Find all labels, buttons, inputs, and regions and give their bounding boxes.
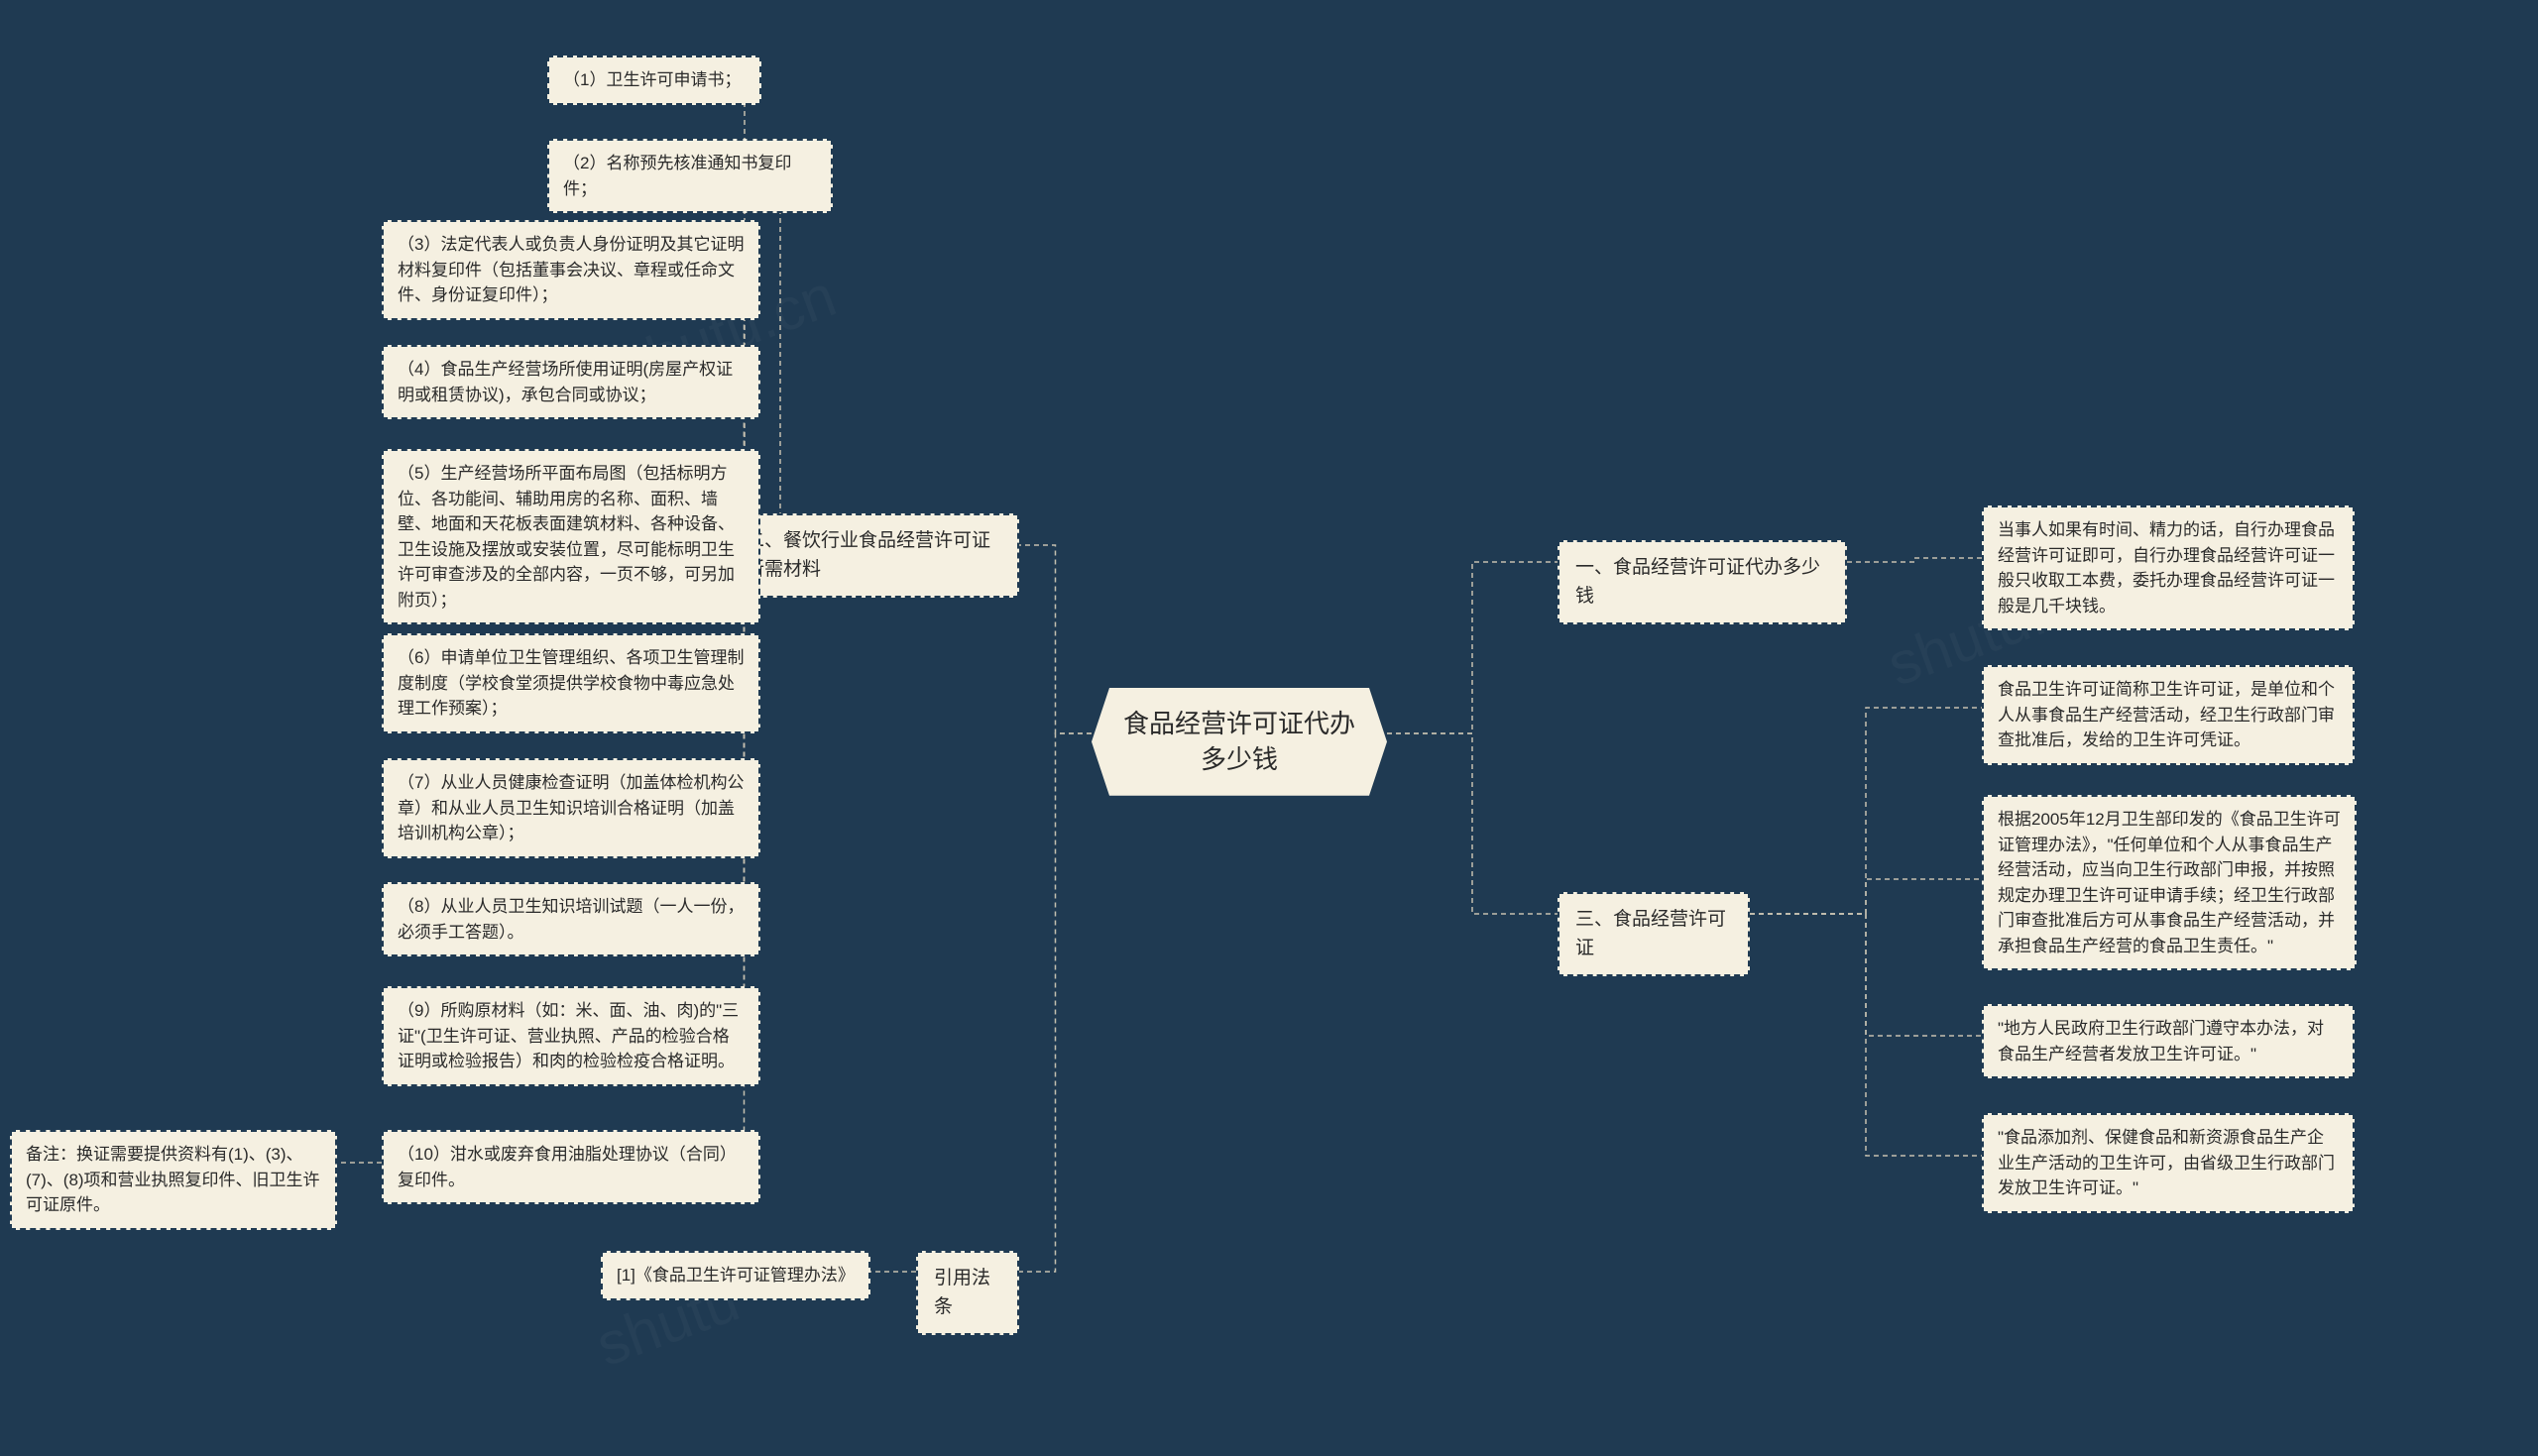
leaf-node: [1]《食品卫生许可证管理办法》 <box>601 1251 870 1300</box>
branch-node: 三、食品经营许可证 <box>1557 892 1750 976</box>
leaf-node: （7）从业人员健康检查证明（加盖体检机构公章）和从业人员卫生知识培训合格证明（加… <box>382 758 760 858</box>
leaf-node: 食品卫生许可证简称卫生许可证，是单位和个人从事食品生产经营活动，经卫生行政部门审… <box>1982 665 2355 765</box>
leaf-node: （1）卫生许可申请书； <box>547 56 761 105</box>
root-node: 食品经营许可证代办多少钱 <box>1092 688 1387 796</box>
branch-node: 二、餐饮行业食品经营许可证所需材料 <box>728 513 1019 598</box>
leaf-node: 备注：换证需要提供资料有(1)、(3)、(7)、(8)项和营业执照复印件、旧卫生… <box>10 1130 337 1230</box>
leaf-node: （3）法定代表人或负责人身份证明及其它证明材料复印件（包括董事会决议、章程或任命… <box>382 220 760 320</box>
leaf-node: "地方人民政府卫生行政部门遵守本办法，对食品生产经营者发放卫生许可证。" <box>1982 1004 2355 1078</box>
leaf-node: 根据2005年12月卫生部印发的《食品卫生许可证管理办法》，"任何单位和个人从事… <box>1982 795 2357 970</box>
leaf-node: 当事人如果有时间、精力的话，自行办理食品经营许可证即可，自行办理食品经营许可证一… <box>1982 505 2355 630</box>
leaf-node: （2）名称预先核准通知书复印件； <box>547 139 833 213</box>
leaf-node: "食品添加剂、保健食品和新资源食品生产企业生产活动的卫生许可，由省级卫生行政部门… <box>1982 1113 2355 1213</box>
leaf-node: （4）食品生产经营场所使用证明(房屋产权证明或租赁协议)，承包合同或协议； <box>382 345 760 419</box>
leaf-node: （5）生产经营场所平面布局图（包括标明方位、各功能间、辅助用房的名称、面积、墙壁… <box>382 449 760 624</box>
root-text: 食品经营许可证代办多少钱 <box>1123 709 1355 774</box>
branch-node: 引用法条 <box>916 1251 1019 1335</box>
leaf-node: （8）从业人员卫生知识培训试题（一人一份，必须手工答题）。 <box>382 882 760 956</box>
leaf-node: （6）申请单位卫生管理组织、各项卫生管理制度制度（学校食堂须提供学校食物中毒应急… <box>382 633 760 733</box>
leaf-node: （10）泔水或废弃食用油脂处理协议（合同）复印件。 <box>382 1130 760 1204</box>
leaf-node: （9）所购原材料（如：米、面、油、肉)的"三证"(卫生许可证、营业执照、产品的检… <box>382 986 760 1086</box>
branch-node: 一、食品经营许可证代办多少钱 <box>1557 540 1847 624</box>
